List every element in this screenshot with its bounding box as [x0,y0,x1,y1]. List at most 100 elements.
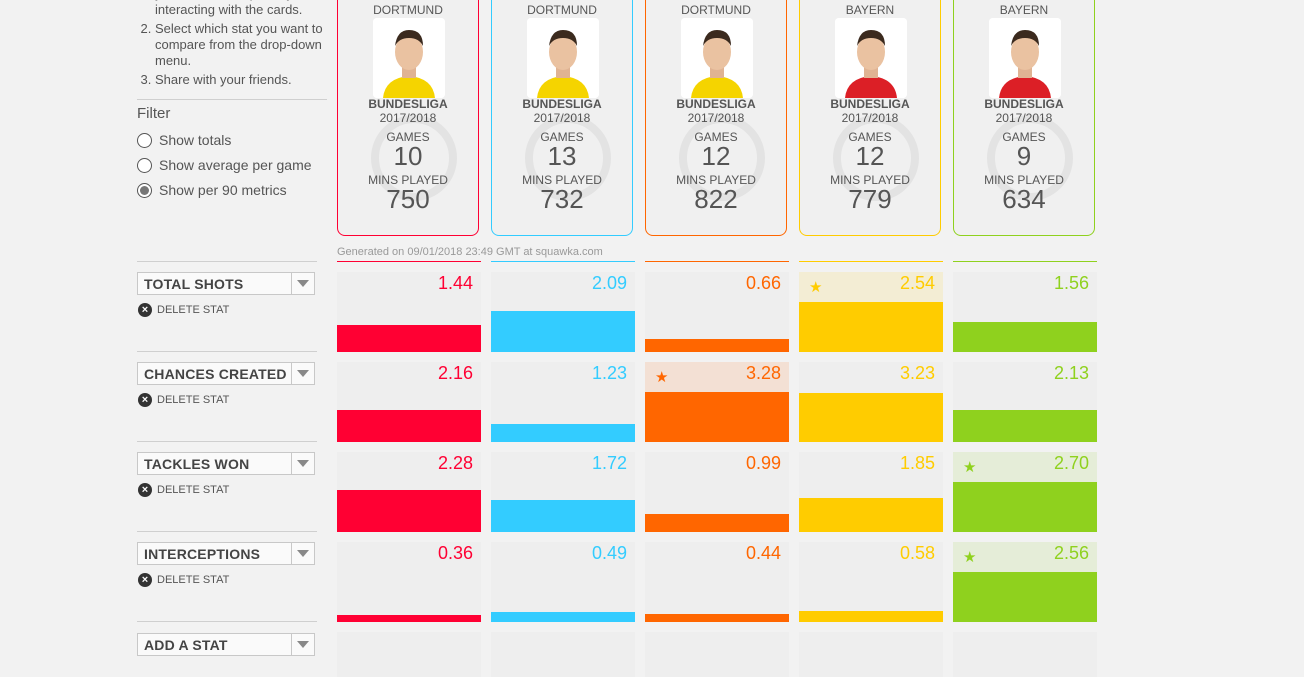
stat-dropdown[interactable]: TACKLES WON [137,452,315,475]
stat-bar [953,322,1097,352]
filter-option-totals[interactable]: Show totals [137,129,231,151]
games-value: 13 [547,141,577,171]
radio-button-selected[interactable] [137,182,152,198]
empty-stat-cell [953,632,1097,677]
stat-value: 1.44 [437,273,473,293]
stat-cell: 1.85 [799,452,943,532]
stat-value: 2.28 [437,453,473,473]
stat-bar [799,302,943,352]
watermark-logo [679,115,765,201]
mins-value: 822 [694,184,738,214]
radio-button[interactable] [137,132,152,148]
stat-value: 3.23 [899,363,935,383]
stat-bar [953,410,1097,442]
club-name: DORTMUND [681,3,751,17]
player-card[interactable]: BAYERN BUNDESLIGA 2017/2018 GAMES 9 MINS… [953,0,1095,236]
mins-value: 634 [1002,184,1046,214]
stat-dropdown[interactable]: INTERCEPTIONS [137,542,315,565]
player-card[interactable]: BAYERN BUNDESLIGA 2017/2018 GAMES 12 MIN… [799,0,941,236]
stat-dropdown[interactable]: CHANCES CREATED [137,362,315,385]
mins-label: MINS PLAYED [676,173,756,187]
delete-stat-button[interactable]: × DELETE STAT [138,302,229,318]
empty-stat-cell [491,632,635,677]
player-photo [989,18,1061,98]
stat-value: 3.28 [745,363,781,383]
divider [137,99,327,100]
stat-value: 2.70 [1053,453,1089,473]
stat-cell: 2.16 [337,362,481,442]
stat-bar [491,311,635,352]
delete-stat-button[interactable]: × DELETE STAT [138,392,229,408]
player-card[interactable]: DORTMUND BUNDESLIGA 2017/2018 GAMES 12 M… [645,0,787,236]
add-stat-label: ADD A STAT [144,636,228,653]
player-card[interactable]: DORTMUND BUNDESLIGA 2017/2018 GAMES 10 M… [337,0,479,236]
games-label: GAMES [540,130,584,144]
games-label: GAMES [848,130,892,144]
watermark-logo [371,115,457,201]
watermark-logo [525,115,611,201]
mins-value: 732 [540,184,584,214]
delete-stat-label: DELETE STAT [157,574,230,586]
close-icon: × [138,393,152,407]
filter-option-average[interactable]: Show average per game [137,154,312,176]
club-name: DORTMUND [373,3,443,17]
stat-value: 0.58 [899,543,935,563]
stat-bar [491,612,635,622]
stat-cell: 2.09 [491,272,635,352]
star-icon: ★ [655,369,669,386]
stat-value: 0.49 [591,543,627,563]
stat-cell: 0.44 [645,542,789,622]
add-stat-dropdown[interactable]: ADD A STAT [137,633,315,656]
stat-cell: 1.23 [491,362,635,442]
empty-stat-cell [799,632,943,677]
player-card[interactable]: DORTMUND BUNDESLIGA 2017/2018 GAMES 13 M… [491,0,633,236]
games-value: 12 [701,141,731,171]
stat-value: 0.36 [437,543,473,563]
stat-bar [491,424,635,442]
stat-dropdown[interactable]: TOTAL SHOTS [137,272,315,295]
column-rule [645,261,789,262]
stat-bar [953,482,1097,532]
column-rule [337,261,481,262]
club-name: BAYERN [845,3,895,17]
chevron-down-icon [291,543,314,564]
stat-bar [799,611,943,622]
stat-cell: 1.44 [337,272,481,352]
close-icon: × [138,303,152,317]
stat-bar [645,392,789,442]
mins-label: MINS PLAYED [984,173,1064,187]
radio-button[interactable] [137,157,152,173]
player-photo [373,18,445,98]
close-icon: × [138,483,152,497]
delete-stat-button[interactable]: × DELETE STAT [138,482,229,498]
games-label: GAMES [386,130,430,144]
player-photo [681,18,753,98]
stat-value: 0.44 [745,543,781,563]
stat-name: CHANCES CREATED [144,365,287,382]
chevron-down-icon [291,453,314,474]
divider [137,441,317,442]
stat-value: 0.66 [745,273,781,293]
delete-stat-button[interactable]: × DELETE STAT [138,572,229,588]
stat-bar [799,498,943,532]
empty-stat-cell [337,632,481,677]
stat-value: 2.56 [1053,543,1089,563]
stat-cell: 2.54 ★ [799,272,943,352]
watermark-logo [833,115,919,201]
filter-option-label: Show average per game [159,157,312,173]
filter-option-per90[interactable]: Show per 90 metrics [137,179,287,201]
stat-value: 2.09 [591,273,627,293]
games-value: 9 [1016,141,1032,171]
stat-cell: 0.58 [799,542,943,622]
stat-bar [645,614,789,622]
delete-stat-label: DELETE STAT [157,394,230,406]
stat-value: 1.72 [591,453,627,473]
chevron-down-icon [291,273,314,294]
divider [137,261,317,262]
stat-bar [491,500,635,532]
instructions-list: you want to compare by interacting with … [137,0,350,91]
stat-cell: 3.28 ★ [645,362,789,442]
filter-title: Filter [137,105,171,122]
player-photo [835,18,907,98]
stat-bar [337,615,481,622]
